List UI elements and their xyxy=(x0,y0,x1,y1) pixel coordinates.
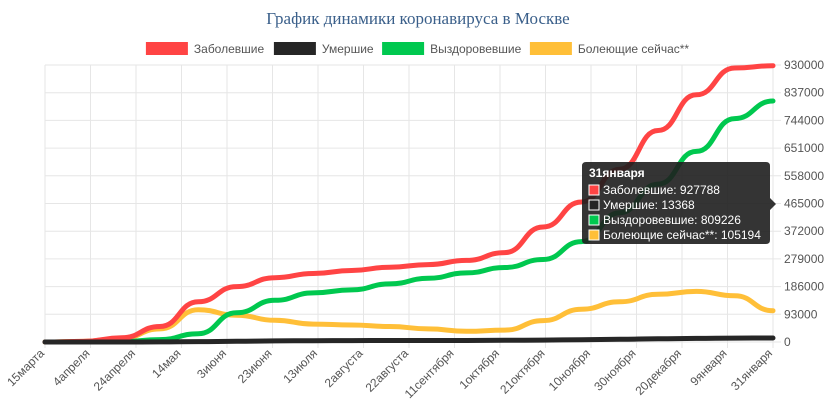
y-tick-label: 744000 xyxy=(784,113,824,127)
tooltip-swatch xyxy=(588,229,600,241)
legend-item[interactable]: Болеющие сейчас** xyxy=(529,42,690,56)
tooltip-title: 31января xyxy=(589,166,645,180)
x-tick-label: 20декабря xyxy=(632,346,684,398)
legend-swatch xyxy=(529,42,572,55)
tooltip-line: Заболевшие: 927788 xyxy=(603,183,720,197)
y-axis-ticks: 0 93000 186000 279000 372000 465000 558000 6510… xyxy=(784,58,824,349)
x-tick-label: 1октября xyxy=(456,346,502,392)
legend-label: Выздоровевшие xyxy=(430,42,522,56)
x-tick-label: 23июня xyxy=(235,346,275,386)
legend: Заболевшие Умершие Выздоровевшие Болеющие с… xyxy=(145,42,690,56)
y-tick-label: 651000 xyxy=(784,141,824,155)
tooltip-box xyxy=(582,162,776,244)
legend-item[interactable]: Заболевшие xyxy=(145,42,265,56)
series-lines xyxy=(42,63,776,345)
legend-swatch xyxy=(382,42,425,55)
legend-swatch xyxy=(145,42,188,55)
x-tick-label: 11сентября xyxy=(402,346,457,401)
tooltip-line: Умершие: 13368 xyxy=(603,198,695,212)
tooltip-swatch xyxy=(588,214,600,226)
legend-item[interactable]: Умершие xyxy=(273,42,374,56)
y-tick-label: 0 xyxy=(784,335,791,349)
tooltip-line: Выздоровевшие: 809226 xyxy=(603,213,741,227)
legend-label: Болеющие сейчас** xyxy=(578,42,690,56)
chart-title: График динамики коронавируса в Москве xyxy=(266,9,569,28)
x-tick-label: 22августа xyxy=(363,346,412,395)
y-tick-label: 465000 xyxy=(784,197,824,211)
y-tick-label: 837000 xyxy=(784,86,824,100)
x-tick-label: 10ноября xyxy=(546,346,593,393)
legend-label: Заболевшие xyxy=(194,42,265,56)
y-tick-label: 186000 xyxy=(784,280,824,294)
legend-label: Умершие xyxy=(322,42,374,56)
x-tick-label: 21октября xyxy=(497,346,547,396)
x-tick-label: 31января xyxy=(728,346,775,393)
series-line xyxy=(42,63,776,345)
x-tick-label: 4апреля xyxy=(50,346,93,389)
x-tick-label: 30ноября xyxy=(591,346,638,393)
series-line xyxy=(42,335,776,345)
x-tick-label: 15марта xyxy=(4,346,47,389)
legend-item[interactable]: Выздоровевшие xyxy=(382,42,522,56)
x-tick-label: 24апреля xyxy=(91,346,138,393)
tooltip-swatch xyxy=(588,199,600,211)
tooltip-swatch xyxy=(588,184,600,196)
y-tick-label: 558000 xyxy=(784,169,824,183)
x-tick-label: 13июля xyxy=(280,346,320,386)
x-tick-label: 3июня xyxy=(194,346,229,381)
y-tick-label: 93000 xyxy=(784,307,818,321)
y-tick-label: 372000 xyxy=(784,224,824,238)
x-tick-label: 9января xyxy=(687,346,729,388)
y-tick-label: 930000 xyxy=(784,58,824,72)
x-tick-label: 2августа xyxy=(322,346,366,390)
legend-swatch xyxy=(273,42,316,55)
x-tick-label: 14мая xyxy=(149,346,183,380)
tooltip-line: Болеющие сейчас**: 105194 xyxy=(603,228,761,242)
y-tick-label: 279000 xyxy=(784,252,824,266)
